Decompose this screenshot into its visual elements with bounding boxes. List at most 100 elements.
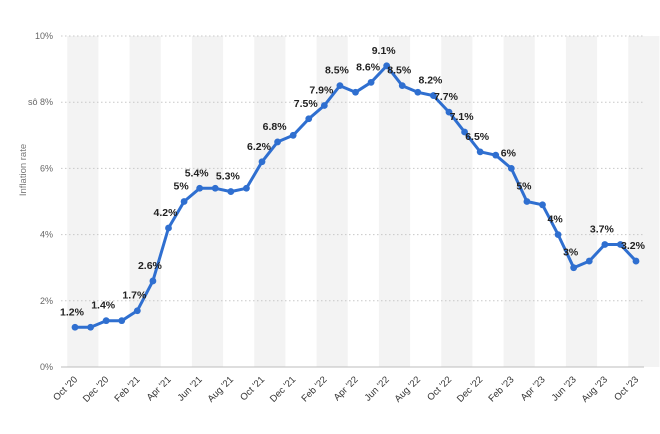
data-point: [367, 78, 375, 86]
data-point: [180, 198, 188, 205]
data-point: [258, 158, 266, 166]
x-tick-label: Aug '23: [580, 374, 610, 404]
bg-stripe: [254, 36, 286, 367]
data-label: 6.5%: [465, 131, 490, 143]
x-tick-label: Apr '23: [519, 374, 548, 403]
data-label: 3%: [563, 247, 579, 259]
data-label: 6.2%: [247, 141, 272, 153]
y-tick-label: sô 8%: [28, 97, 53, 107]
data-label: 9.1%: [372, 45, 397, 57]
data-point: [554, 231, 562, 239]
y-tick-label: 4%: [40, 230, 53, 240]
y-tick-label: 10%: [35, 31, 53, 41]
data-point: [305, 115, 313, 123]
bg-stripe: [316, 36, 348, 367]
data-point: [414, 88, 422, 96]
data-labels: 1.2% 1.4% 1.7% 2.6% 4.2% 5% 5.4% 5.3% 6.2% 6.8% 7.…: [60, 45, 646, 318]
x-tick-label: Dec '22: [455, 374, 485, 404]
data-label: 5.3%: [216, 171, 241, 183]
x-tick-label: Oct '21: [238, 374, 267, 403]
data-label: 2.6%: [138, 260, 163, 272]
x-tick-label: Jun '21: [176, 374, 205, 403]
data-label: 3.2%: [621, 240, 646, 252]
x-tick-label: Oct '23: [612, 374, 641, 403]
data-point: [118, 317, 126, 325]
data-label: 7.1%: [450, 111, 475, 123]
data-label: 3.7%: [590, 224, 615, 236]
x-tick-label: Aug '22: [393, 374, 423, 404]
data-label: 4.2%: [154, 207, 179, 219]
data-point: [243, 184, 250, 192]
data-label: 8.5%: [325, 65, 350, 77]
data-label: 7.9%: [309, 85, 334, 97]
y-tick-label: 6%: [40, 163, 53, 173]
data-point: [102, 317, 110, 325]
background-stripes: [67, 36, 660, 367]
bg-stripe: [378, 36, 411, 367]
data-point: [461, 128, 468, 136]
data-label: 1.2%: [60, 306, 85, 318]
data-point: [492, 151, 500, 159]
gridlines: [61, 35, 644, 368]
data-label: 8.2%: [418, 75, 443, 87]
data-point: [383, 62, 391, 70]
data-point: [523, 198, 531, 205]
x-tick-label: Jun '23: [550, 374, 579, 403]
data-point: [539, 201, 546, 209]
bg-stripe: [191, 36, 224, 367]
data-label: 8.5%: [387, 65, 412, 77]
data-point: [196, 184, 204, 192]
data-point: [570, 264, 578, 272]
x-tick-label: Feb '21: [112, 374, 142, 404]
data-point: [211, 184, 219, 192]
data-label: 8.6%: [356, 61, 381, 73]
x-tick-label: Jun '22: [363, 374, 392, 403]
data-label: 6%: [501, 147, 517, 159]
data-point: [398, 82, 406, 90]
y-axis-ticks: 0% 2% 4% 6% sô 8% 10%: [28, 31, 53, 372]
bg-stripe: [628, 36, 660, 367]
data-label: 5.4%: [185, 167, 210, 179]
data-point: [274, 138, 281, 146]
data-point: [87, 323, 94, 331]
y-tick-label: 0%: [40, 362, 53, 372]
x-tick-label: Oct '22: [425, 374, 454, 403]
data-label: 6.8%: [263, 121, 288, 133]
y-tick-label: 2%: [40, 296, 53, 306]
data-point: [632, 257, 640, 265]
data-point: [445, 108, 453, 116]
data-label: 1.7%: [122, 290, 147, 302]
data-point: [601, 241, 609, 248]
data-label: 5%: [173, 181, 189, 193]
data-label: 1.4%: [91, 300, 116, 312]
bg-stripe: [129, 36, 161, 367]
data-label: 7.7%: [434, 91, 459, 103]
x-tick-label: Apr '21: [145, 374, 174, 403]
data-point: [227, 188, 235, 195]
data-point: [585, 257, 593, 265]
bg-stripe: [441, 36, 473, 367]
data-point: [149, 277, 157, 285]
x-axis-ticks: Oct '20 Dec '20 Feb '21 Apr '21 Jun '21 Aug '…: [51, 374, 641, 404]
data-point: [289, 131, 297, 139]
data-point: [165, 224, 172, 232]
x-tick-label: Feb '23: [486, 374, 516, 404]
data-point: [71, 323, 79, 331]
x-tick-label: Apr '22: [332, 374, 361, 403]
data-label: 5%: [516, 181, 532, 193]
x-tick-label: Dec '21: [268, 374, 298, 404]
y-axis-label: Inflation rate: [18, 144, 29, 196]
data-points: [71, 62, 640, 331]
data-point: [617, 241, 624, 248]
data-point: [352, 88, 359, 96]
x-tick-label: Oct '20: [51, 374, 80, 403]
bg-stripe: [67, 36, 99, 367]
x-tick-label: Feb '22: [299, 374, 329, 404]
x-tick-label: Dec '20: [81, 374, 111, 404]
data-label: 4%: [547, 214, 563, 226]
data-point: [507, 165, 515, 172]
data-point: [336, 82, 344, 90]
bg-stripe: [565, 36, 598, 367]
x-tick-label: Aug '21: [206, 374, 236, 404]
